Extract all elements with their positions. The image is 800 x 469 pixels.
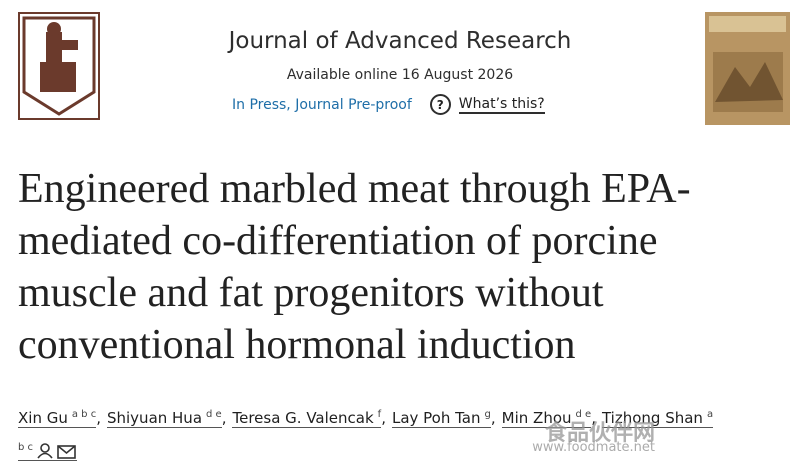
affiliation-marks: a b c xyxy=(71,409,97,420)
affiliation-marks: f xyxy=(377,409,382,420)
separator: , xyxy=(490,409,496,427)
contact-icons xyxy=(37,440,77,469)
author[interactable]: Lay Poh Tan g xyxy=(391,409,491,428)
watermark: 食品伙伴网 xyxy=(544,421,655,446)
separator: , xyxy=(381,409,386,427)
journal-name[interactable]: Journal of Advanced Research xyxy=(228,28,572,54)
available-date: Available online 16 August 2026 xyxy=(286,67,514,83)
author[interactable]: Min Zhou d e xyxy=(501,409,592,428)
author[interactable]: Teresa G. Valencak f xyxy=(232,409,382,428)
help-link[interactable]: ? What’s this? xyxy=(429,94,545,115)
author-name: Xin Gu xyxy=(18,409,68,427)
icons xyxy=(37,443,76,459)
watermark-url: www.foodmate.net xyxy=(532,440,655,455)
affiliation-marks: a b c xyxy=(18,409,714,453)
separator: , xyxy=(221,409,227,427)
author[interactable]: Shiyuan Hua d e xyxy=(106,409,222,428)
author-name: Lay Poh Tan xyxy=(391,409,481,427)
author-name: Min Zhou xyxy=(501,409,572,427)
author-name: Tizhong Shan xyxy=(601,409,703,427)
journal-cover[interactable] xyxy=(705,12,790,125)
status-row: In Press, Journal Pre-proof ? What’s thi… xyxy=(232,94,545,115)
author-name: Shiyuan Hua xyxy=(106,409,203,427)
separator: , xyxy=(96,409,101,427)
author-list: Xin Gu a b c, Shiyuan Hua d e, Teresa G. Val… xyxy=(18,400,718,469)
author[interactable]: Tizhong Shan a b c xyxy=(18,409,714,461)
status-link[interactable]: In Press, Journal Pre-proof xyxy=(232,96,412,113)
help-text: What’s this? xyxy=(458,95,545,114)
affiliation-marks: d e xyxy=(575,409,592,420)
separator: , xyxy=(591,409,596,427)
affiliation-marks: g xyxy=(484,409,491,420)
author[interactable]: Xin Gu a b c xyxy=(18,409,97,428)
article-title: Engineered marbled meat through EPA-medi… xyxy=(18,166,691,368)
publisher-logo xyxy=(18,12,100,120)
author-name: Teresa G. Valencak xyxy=(232,409,374,427)
affiliation-marks: d e xyxy=(206,409,222,420)
help-icon: ? xyxy=(429,94,451,115)
